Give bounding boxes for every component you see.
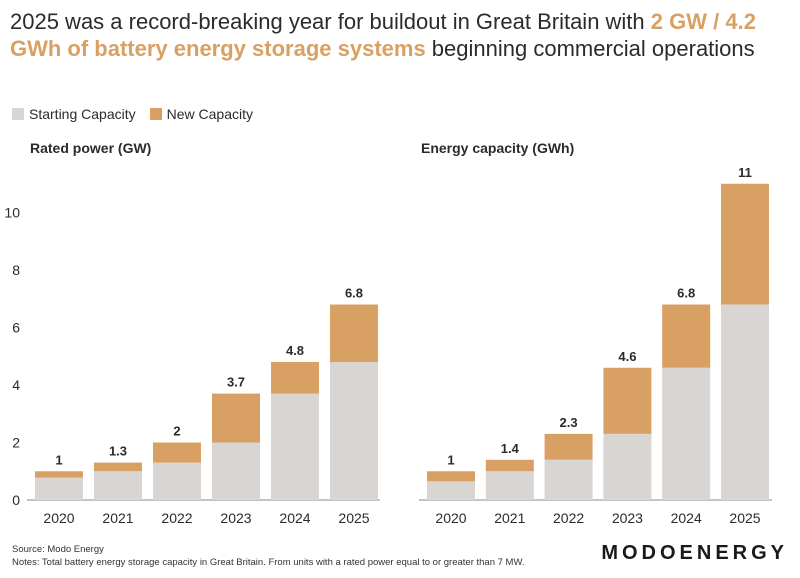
legend-swatch-starting	[12, 108, 24, 120]
y-tick-label: 8	[12, 262, 20, 278]
energy-bar-starting-2024	[662, 367, 711, 500]
energy-total-label-2021: 1.4	[501, 441, 520, 456]
power-x-tick-2022: 2022	[161, 510, 192, 526]
legend-label-new: New Capacity	[166, 106, 253, 122]
power-bar-new-2020	[35, 471, 83, 478]
power-bar-new-2025	[330, 304, 378, 362]
energy-x-tick-2021: 2021	[494, 510, 525, 526]
energy-bar-starting-2025	[721, 304, 769, 500]
energy-bar-starting-2022	[544, 459, 593, 500]
energy-bar-new-2021	[485, 459, 534, 472]
brand-logo: MODOENERGY	[601, 542, 788, 564]
energy-total-label-2024: 6.8	[677, 286, 695, 301]
power-bar-new-2021	[94, 462, 142, 472]
y-tick-label: 4	[12, 377, 20, 393]
power-bar-starting-2025	[330, 362, 378, 500]
power-bar-starting-2022	[153, 462, 201, 500]
footer-notes: Notes: Total battery energy storage capa…	[12, 557, 525, 568]
energy-bar-starting-2020	[427, 481, 475, 500]
y-tick-label: 10	[4, 205, 20, 221]
energy-x-tick-2024: 2024	[671, 510, 702, 526]
power-chart-title: Rated power (GW)	[30, 140, 152, 156]
title-part-1: 2025 was a record-breaking year for buil…	[10, 9, 651, 34]
legend-swatch-new	[149, 108, 162, 120]
power-total-label-2022: 2	[173, 424, 180, 439]
energy-total-label-2025: 11	[738, 165, 752, 180]
energy-total-label-2022: 2.3	[560, 415, 578, 430]
power-total-label-2023: 3.7	[227, 375, 245, 390]
power-bar-starting-2021	[94, 471, 142, 500]
energy-bar-new-2025	[721, 183, 769, 305]
energy-bar-new-2023	[603, 367, 652, 434]
power-x-tick-2020: 2020	[43, 510, 74, 526]
energy-x-tick-2025: 2025	[729, 510, 760, 526]
legend-label-starting: Starting Capacity	[29, 106, 136, 122]
power-bar-starting-2020	[35, 477, 83, 500]
energy-bar-starting-2021	[485, 471, 534, 500]
y-tick-label: 0	[12, 492, 20, 508]
legend-item-new: New Capacity	[149, 106, 253, 122]
power-total-label-2025: 6.8	[345, 286, 363, 301]
energy-bar-starting-2023	[603, 433, 652, 500]
y-tick-label: 6	[12, 320, 20, 336]
power-x-tick-2025: 2025	[338, 510, 369, 526]
legend-item-starting: Starting Capacity	[12, 106, 136, 122]
legend: Starting Capacity New Capacity	[12, 106, 261, 122]
y-tick-label: 2	[12, 435, 20, 451]
power-total-label-2024: 4.8	[286, 343, 304, 358]
power-x-tick-2021: 2021	[102, 510, 133, 526]
title-part-2: beginning commercial operations	[425, 36, 755, 61]
power-bar-new-2022	[153, 442, 201, 463]
energy-total-label-2020: 1	[447, 452, 454, 467]
chart-title: 2025 was a record-breaking year for buil…	[10, 8, 785, 62]
energy-x-tick-2022: 2022	[553, 510, 584, 526]
energy-x-tick-2020: 2020	[435, 510, 466, 526]
footer-source: Source: Modo Energy	[12, 544, 104, 555]
energy-bar-new-2020	[427, 471, 475, 482]
power-x-tick-2024: 2024	[279, 510, 310, 526]
power-bar-new-2024	[271, 362, 319, 394]
energy-bar-new-2024	[662, 304, 711, 368]
power-bar-new-2023	[212, 393, 260, 443]
title-highlight: 2 GW / 4.2 GWh of battery energy storage…	[10, 9, 756, 61]
power-total-label-2021: 1.3	[109, 444, 127, 459]
power-bar-starting-2024	[271, 393, 319, 500]
energy-total-label-2023: 4.6	[618, 349, 636, 364]
energy-bar-new-2022	[544, 433, 593, 460]
power-bar-starting-2023	[212, 442, 260, 500]
power-x-tick-2023: 2023	[220, 510, 251, 526]
energy-chart-title: Energy capacity (GWh)	[421, 140, 575, 156]
power-total-label-2020: 1	[55, 452, 62, 467]
energy-x-tick-2023: 2023	[612, 510, 643, 526]
